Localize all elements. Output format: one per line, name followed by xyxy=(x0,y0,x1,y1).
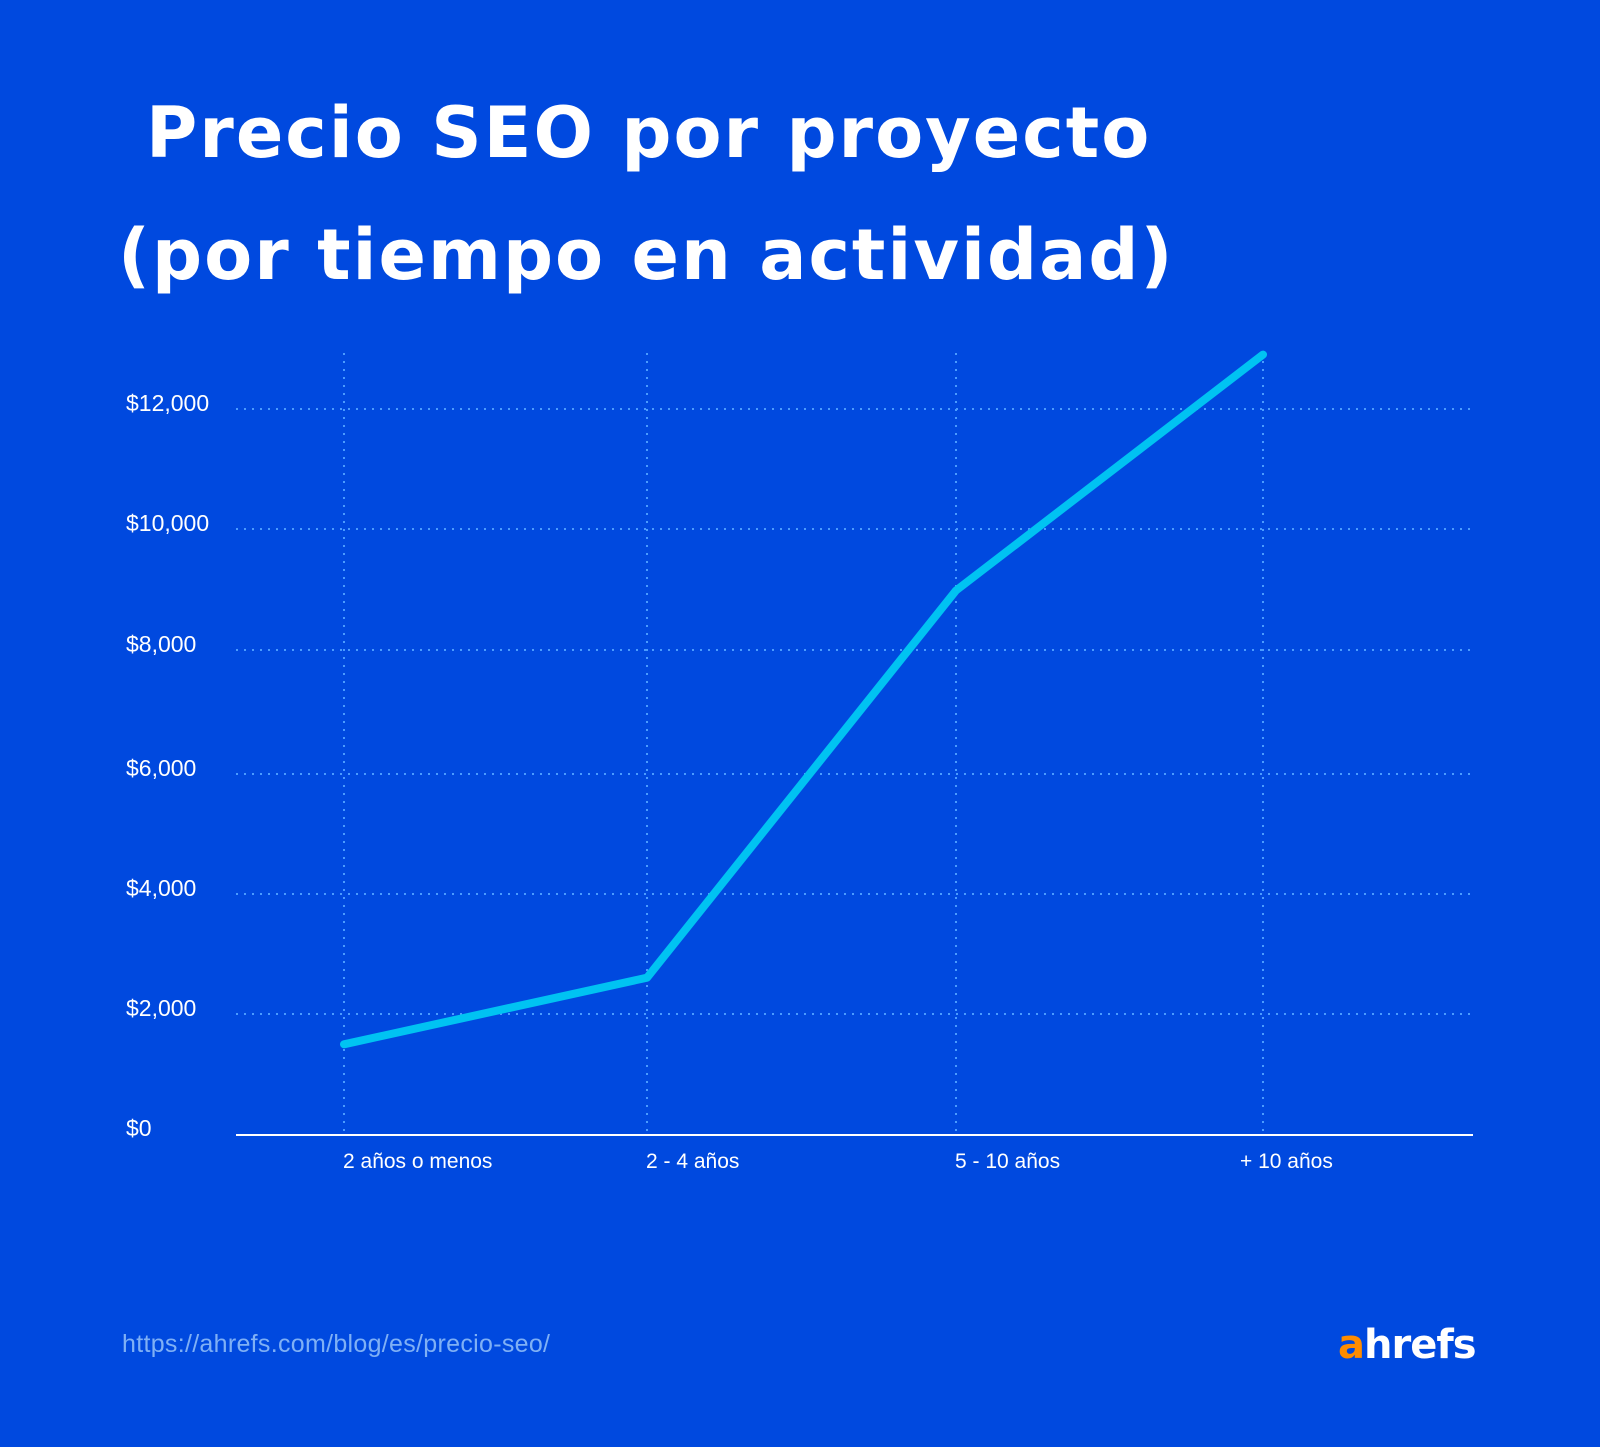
chart-title: Precio SEO por proyecto (por tiempo en a… xyxy=(0,72,1600,316)
chart-title-line2: (por tiempo en actividad) xyxy=(118,214,1175,296)
x-axis-labels: 2 años o menos 2 - 4 años 5 - 10 años + … xyxy=(343,1150,1333,1173)
price-line-series xyxy=(340,350,1267,1049)
ahrefs-logo: ahrefs xyxy=(1338,1322,1477,1368)
xtick-1: 2 años o menos xyxy=(343,1150,492,1173)
ytick-6000: $6,000 xyxy=(126,755,196,781)
xtick-4: + 10 años xyxy=(1240,1150,1333,1173)
ytick-8000: $8,000 xyxy=(126,631,196,657)
ytick-2000: $2,000 xyxy=(126,995,196,1021)
ytick-4000: $4,000 xyxy=(126,875,196,901)
xtick-2: 2 - 4 años xyxy=(646,1150,739,1173)
chart-title-line1: Precio SEO por proyecto xyxy=(146,92,1152,174)
logo-text: hrefs xyxy=(1364,1322,1477,1368)
y-axis-labels: $0 $2,000 $4,000 $6,000 $8,000 $10,000 $… xyxy=(126,390,209,1141)
ytick-10000: $10,000 xyxy=(126,510,209,536)
xtick-3: 5 - 10 años xyxy=(955,1150,1060,1173)
ytick-0: $0 xyxy=(126,1115,152,1141)
ytick-12000: $12,000 xyxy=(126,390,209,416)
source-url: https://ahrefs.com/blog/es/precio-seo/ xyxy=(122,1330,551,1358)
logo-accent-letter: a xyxy=(1338,1322,1365,1368)
